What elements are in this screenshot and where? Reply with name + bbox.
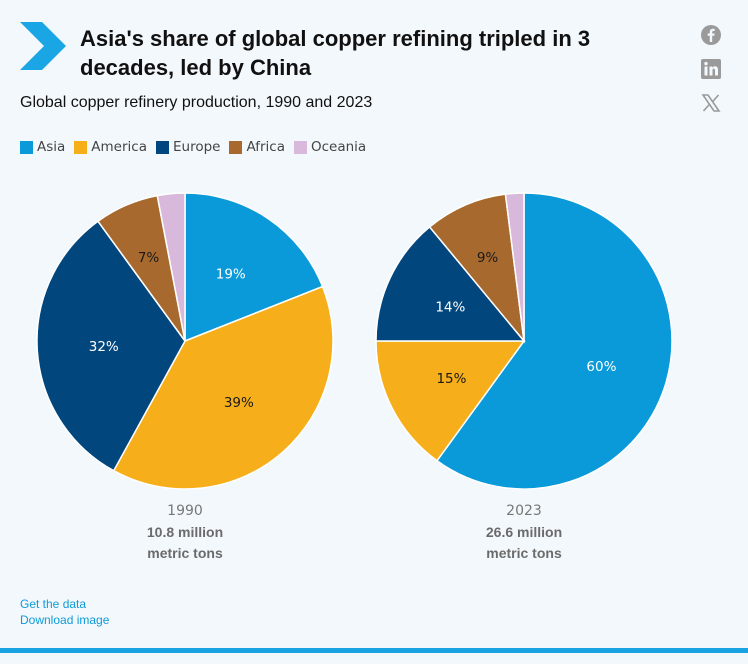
legend-item-africa[interactable]: Africa (229, 139, 285, 155)
pie-1990: 19% 39% 32% 7% (36, 192, 334, 490)
legend-label: Europe (172, 139, 221, 155)
linkedin-icon[interactable] (700, 58, 722, 80)
links: Get the data Download image (20, 596, 109, 628)
pie-slice-america[interactable] (375, 340, 526, 462)
legend-swatch-europe (155, 140, 169, 154)
slice-label-europe: 14% (435, 299, 465, 315)
pie-slice-america[interactable] (112, 285, 334, 490)
legend-swatch-oceania (293, 140, 307, 154)
download-image-link[interactable]: Download image (20, 613, 110, 627)
chart-title: Asia's share of global copper refining t… (80, 26, 591, 80)
facebook-icon[interactable] (700, 24, 722, 46)
pie-slice-europe[interactable] (36, 220, 186, 472)
legend-item-america[interactable]: America (74, 139, 147, 155)
slice-label-america: 39% (224, 395, 254, 411)
pie-slice-oceania[interactable] (504, 192, 525, 342)
legend-item-oceania[interactable]: Oceania (293, 139, 367, 155)
chart-subtitle: Global copper refinery production, 1990 … (20, 94, 373, 111)
slice-label-asia: 19% (216, 267, 246, 283)
x-icon[interactable] (700, 92, 722, 114)
legend-label: Oceania (310, 139, 367, 155)
pie-slice-europe[interactable] (375, 225, 526, 342)
pie-charts: 19% 39% 32% 7% 60% 15% 14% 9% (36, 192, 673, 490)
caption-total-line2: metric tons (147, 545, 223, 561)
pie-slice-asia[interactable] (435, 192, 673, 490)
pie-slice-oceania[interactable] (156, 192, 186, 342)
caption-total-line1: 10.8 million (146, 524, 224, 540)
legend-label: Africa (246, 139, 285, 155)
slice-label-africa: 7% (138, 250, 160, 266)
get-data-link[interactable]: Get the data (20, 597, 87, 611)
legend-label: Asia (37, 139, 66, 155)
slice-label-asia: 60% (586, 359, 616, 375)
slice-label-europe: 32% (89, 339, 119, 355)
legend-swatch-asia (20, 140, 33, 154)
slice-label-africa: 9% (477, 250, 499, 266)
legend-label: America (91, 139, 147, 155)
legend-swatch-africa (229, 140, 243, 154)
pie-slice-africa[interactable] (428, 193, 526, 344)
caption-total-line1: 26.6 million (485, 524, 563, 540)
legend-swatch-america (74, 140, 88, 154)
logo-chevron-icon (20, 22, 66, 70)
pie-slice-asia[interactable] (184, 192, 324, 343)
bottom-accent-bar (0, 648, 748, 653)
legend-item-asia[interactable]: Asia (20, 139, 65, 155)
legend: Asia America Europe Africa Oceania (20, 139, 375, 155)
caption-year: 1990 (167, 503, 203, 519)
caption-1990: 1990 10.8 million metric tons (85, 501, 285, 564)
slice-label-america: 15% (436, 371, 466, 387)
pie-2023: 60% 15% 14% 9% (375, 192, 673, 490)
legend-item-europe[interactable]: Europe (155, 139, 221, 155)
caption-total-line2: metric tons (486, 545, 562, 561)
caption-2023: 2023 26.6 million metric tons (424, 501, 624, 564)
caption-year: 2023 (506, 503, 542, 519)
